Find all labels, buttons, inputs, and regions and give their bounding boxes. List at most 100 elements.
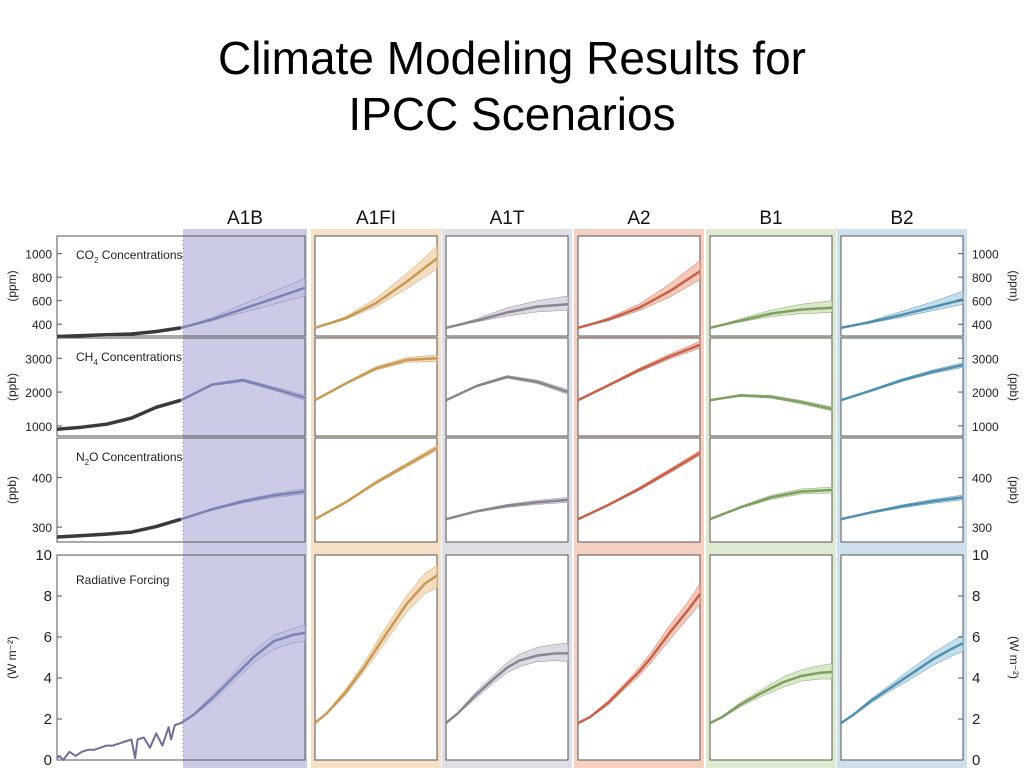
ytick-label-right-co2-800: 800 [972,271,992,285]
ylabel-right-rf: (W m⁻²) [1007,636,1021,679]
scenario-header-a1b: A1B [227,208,263,229]
series-line-co2-a1t [445,302,569,330]
ytick-label-left-n2o-400: 400 [32,472,52,486]
ylabel-left-co2: (ppm) [5,270,19,301]
ylabel-left-ch4: (ppb) [5,373,19,401]
series-line-co2-a1fi [314,257,438,329]
ytick-label-right-rf-2: 2 [972,711,980,728]
uncertainty-band-co2-a1b [180,278,306,329]
panel-frame-co2-b1 [709,235,833,337]
panel-label-ch4: CH4 Concentrations [76,350,182,367]
ytick-label-right-ch4-3000: 3000 [972,352,999,366]
ytick-label-left-rf-2: 2 [44,711,52,728]
series-line-ch4-b1 [709,394,833,411]
panel-frame-n2o-b2 [840,437,964,543]
series-line-rf-a1fi [314,574,438,725]
panel-frame-rf-a2 [577,554,701,761]
historical-line-co2 [56,326,182,339]
title-line-2: IPCC Scenarios [348,88,676,140]
panel-frame-ch4-b1 [709,337,833,437]
ytick-label-left-co2-1000: 1000 [25,248,52,262]
series-line-co2-a2 [577,270,701,330]
ylabel-left-n2o: (ppb) [5,476,19,504]
ytick-label-right-rf-6: 6 [972,629,980,646]
series-line-co2-a1b [180,286,306,330]
panel-frame-co2-a1fi [314,235,438,337]
ytick-label-right-rf-4: 4 [972,670,980,687]
scenario-header-a2: A2 [627,208,650,229]
ytick-label-right-ch4-1000: 1000 [972,420,999,434]
panel-frame-n2o-a1t [445,437,569,543]
series-line-ch4-a2 [577,343,701,402]
scenario-header-a1fi: A1FI [356,208,396,229]
ytick-label-left-ch4-3000: 3000 [25,352,52,366]
series-line-rf-a1t [445,652,568,725]
ytick-label-left-ch4-1000: 1000 [25,420,52,434]
panel-bg-co2-historical [57,236,183,336]
scenario-header-a1t: A1T [490,208,525,229]
series-line-rf-b1 [709,670,833,725]
series-line-rf-a2 [577,593,702,725]
scenario-header-b1: B1 [759,208,782,229]
series-line-ch4-a1fi [314,357,438,402]
scenario-stripe-a1b [183,229,307,768]
ytick-label-left-ch4-2000: 2000 [25,386,52,400]
ytick-label-left-rf-4: 4 [44,670,52,687]
panel-bg-rf-historical [57,555,183,760]
ytick-label-left-rf-0: 0 [44,752,52,768]
historical-line-rf [56,722,182,761]
ytick-label-right-n2o-400: 400 [972,472,992,486]
series-line-ch4-b2 [840,363,964,402]
ytick-label-left-rf-8: 8 [44,588,52,605]
ytick-label-right-co2-1000: 1000 [972,248,999,262]
series-line-n2o-a1t [445,498,569,521]
ytick-label-left-co2-600: 600 [32,295,52,309]
panel-frame-ch4-main [56,337,306,437]
uncertainty-band-rf-b1 [709,663,833,724]
series-line-co2-b2 [840,298,964,330]
series-line-n2o-a2 [577,451,701,521]
series-line-n2o-a1b [180,490,306,521]
panel-frame-n2o-a1fi [314,437,438,543]
ylabel-right-co2: (ppm) [1007,270,1021,301]
historical-line-ch4 [56,398,182,431]
panel-label-n2o: N2O Concentrations [76,450,183,467]
series-line-n2o-a1fi [314,446,438,521]
panel-frame-rf-main [56,554,306,761]
uncertainty-band-co2-b2 [840,290,964,329]
ytick-label-left-rf-10: 10 [35,547,52,564]
panel-frame-co2-a1t [445,235,569,337]
scenario-header-b2: B2 [890,208,913,229]
ytick-label-right-co2-400: 400 [972,318,992,332]
uncertainty-band-rf-a2 [577,582,701,724]
historical-line-n2o [56,517,182,539]
ylabel-right-n2o: (ppb) [1007,476,1021,504]
series-line-ch4-a1t [445,375,569,402]
panel-label-rf: Radiative Forcing [76,573,169,587]
uncertainty-band-co2-a1fi [314,246,438,329]
ytick-label-left-co2-800: 800 [32,271,52,285]
ytick-label-left-co2-400: 400 [32,318,52,332]
ytick-label-right-rf-8: 8 [972,588,980,605]
uncertainty-band-co2-a2 [577,260,701,329]
series-line-rf-b2 [840,641,964,725]
ytick-label-right-n2o-300: 300 [972,521,992,535]
series-line-n2o-b1 [709,488,833,521]
series-line-ch4-a1b [180,378,306,402]
panel-frame-ch4-b2 [840,337,964,437]
ytick-label-right-rf-0: 0 [972,752,980,768]
series-line-co2-b1 [709,306,833,330]
slide-title: Climate Modeling Results for IPCC Scenar… [0,30,1024,142]
ytick-label-left-n2o-300: 300 [32,521,52,535]
ytick-label-left-rf-6: 6 [44,629,52,646]
panel-frame-co2-b2 [840,235,964,337]
ylabel-left-rf: (W m⁻²) [5,636,19,679]
ytick-label-right-rf-10: 10 [972,547,989,564]
series-line-n2o-b2 [840,496,964,521]
ytick-label-right-co2-600: 600 [972,295,992,309]
title-line-1: Climate Modeling Results for [217,32,806,84]
panel-label-co2: CO2 Concentrations [76,248,183,265]
ylabel-right-ch4: (ppb) [1007,373,1021,401]
panel-frame-ch4-a1fi [314,337,438,437]
